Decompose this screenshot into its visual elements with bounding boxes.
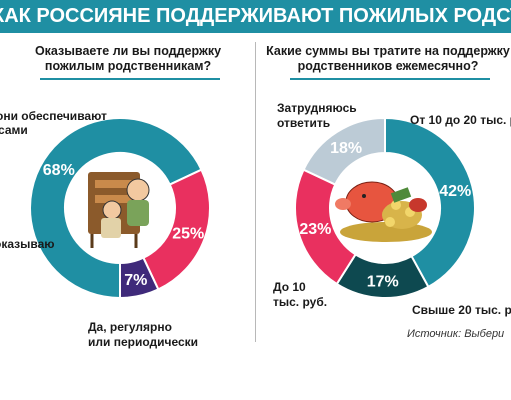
- left-label-yes-line2: или периодически: [88, 335, 199, 349]
- donut-slice-unsure: [302, 116, 386, 186]
- right-label-low-line1: До 10: [273, 280, 306, 294]
- left-label-self-line2: сами: [0, 123, 28, 137]
- left-chart-title: Оказываете ли вы поддержку пожилым родст…: [34, 44, 222, 73]
- piggy-bank-coins-illustration: [335, 181, 432, 242]
- right-label-high: Свыше 20 тыс. руб.: [412, 303, 511, 317]
- donut-value-label-self: 7%: [124, 272, 147, 289]
- donut-slice-yes: [29, 117, 203, 300]
- donut-value-label-high: 17%: [367, 273, 399, 290]
- left-title-underline: [40, 78, 220, 80]
- donut-value-label-low: 23%: [299, 221, 331, 238]
- source-note: Источник: Выбери: [407, 328, 505, 340]
- left-donut-chart: 68% 25% 7%: [29, 117, 211, 300]
- right-label-low-line2: тыс. руб.: [273, 295, 328, 309]
- left-label-yes-line1: Да, регулярно: [88, 320, 172, 334]
- elderly-couple-illustration: [88, 172, 150, 248]
- donut-value-label-no: 25%: [172, 226, 204, 243]
- right-label-unsure-line2: ответить: [277, 116, 331, 130]
- left-label-no: оказываю: [0, 237, 55, 251]
- donut-value-label-yes: 68%: [43, 162, 75, 179]
- right-label-mid: От 10 до 20 тыс. руб.: [410, 113, 511, 127]
- donut-value-label-unsure: 18%: [330, 140, 362, 157]
- donut-value-label-mid: 42%: [439, 183, 471, 200]
- right-donut-chart: 42% 17% 23% 18%: [294, 116, 476, 299]
- right-title-underline: [290, 78, 490, 80]
- donut-slice-self: [119, 256, 160, 300]
- right-chart-title: Какие суммы вы тратите на поддержку родс…: [266, 44, 510, 73]
- header-title: КАК РОССИЯНЕ ПОДДЕРЖИВАЮТ ПОЖИЛЫХ РОДСТВ…: [0, 0, 511, 33]
- column-divider: [255, 42, 256, 342]
- donut-slice-mid: [384, 116, 476, 289]
- right-label-unsure-line1: Затрудняюсь: [277, 101, 357, 115]
- left-label-self-line1: они обеспечивают: [0, 109, 107, 123]
